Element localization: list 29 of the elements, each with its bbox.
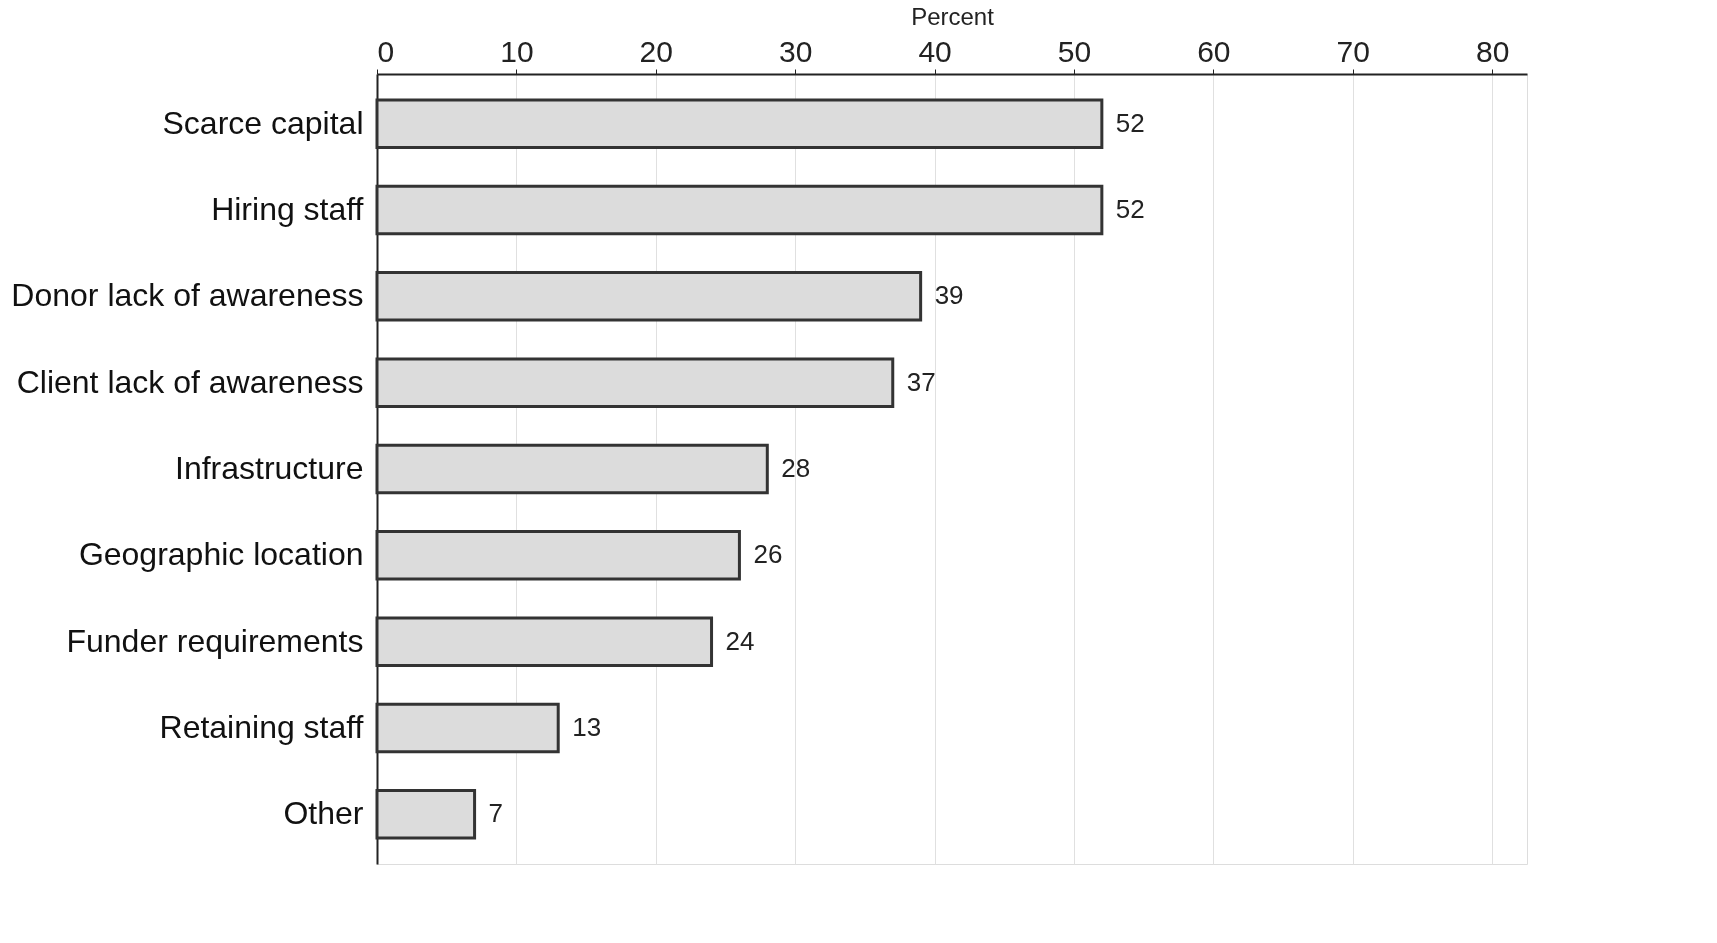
y-tick-label: Funder requirements (66, 622, 364, 659)
data-label: 24 (725, 625, 755, 656)
x-tick-label: 0 (377, 34, 395, 68)
x-tick-label: 60 (1197, 34, 1231, 68)
x-tick-label: 40 (918, 34, 952, 68)
x-tick-label: 80 (1475, 34, 1510, 68)
data-label: 13 (572, 712, 602, 743)
y-tick-label: Donor lack of awareness (11, 277, 364, 314)
data-label: 52 (1115, 107, 1145, 138)
data-label: 39 (934, 280, 964, 311)
y-tick-label: Hiring staff (211, 190, 364, 227)
y-tick-label: Other (283, 795, 364, 832)
data-label: 37 (906, 366, 936, 397)
y-tick-label: Client lack of awareness (16, 363, 364, 400)
x-tick-label: 30 (778, 34, 813, 68)
x-tick-label: 10 (500, 34, 534, 68)
y-tick-label: Retaining staff (159, 709, 364, 746)
data-label: 7 (488, 798, 504, 829)
data-label: 28 (781, 453, 811, 483)
y-tick-label: Scarce capital (162, 104, 364, 141)
x-tick-label: 50 (1057, 34, 1092, 68)
y-tick-label: Infrastructure (174, 450, 364, 486)
x-tick-label: 70 (1336, 34, 1370, 68)
x-axis-title: Percent (911, 2, 995, 30)
data-label: 52 (1115, 193, 1145, 224)
y-tick-label: Geographic location (78, 536, 364, 573)
bar (375, 789, 477, 840)
x-tick-label: 20 (639, 34, 673, 68)
data-label: 26 (753, 539, 783, 570)
